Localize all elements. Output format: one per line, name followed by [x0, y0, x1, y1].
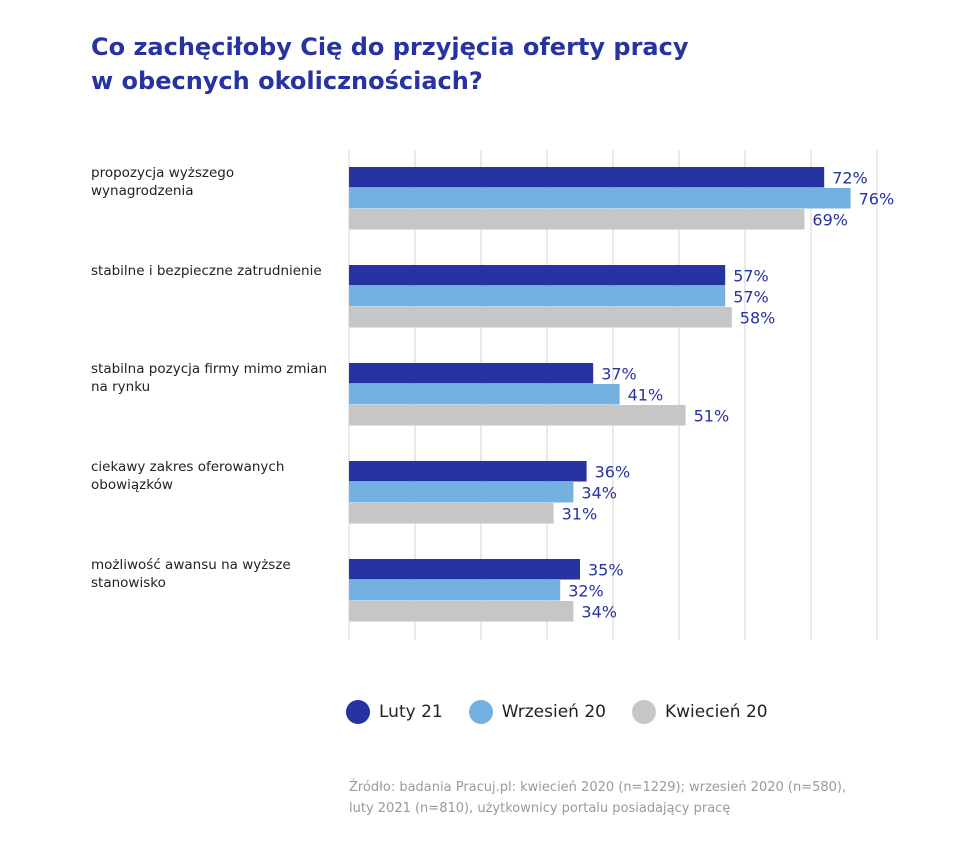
bar — [349, 286, 726, 307]
bar — [349, 265, 726, 286]
legend-swatch-wrzesien-20 — [468, 700, 493, 724]
bar — [349, 307, 732, 328]
data-label: 57% — [733, 266, 769, 285]
legend-item-wrzesien-20: Wrzesień 20 — [468, 700, 606, 724]
legend-label-luty-21: Luty 21 — [379, 702, 443, 722]
data-label: 34% — [581, 602, 617, 621]
legend-label-wrzesien-20: Wrzesień 20 — [501, 702, 606, 722]
bar — [349, 580, 561, 601]
legend-item-kwiecien-20: Kwiecień 20 — [632, 700, 768, 724]
bar — [349, 461, 587, 482]
bar — [349, 209, 805, 230]
data-label: 51% — [694, 406, 730, 425]
bar — [349, 601, 574, 622]
data-label: 72% — [832, 168, 868, 187]
category-label: stabilne i bezpieczne zatrudnienie — [91, 263, 322, 279]
chart-title-line-1: Co zachęciłoby Cię do przyjęcia oferty p… — [91, 33, 689, 61]
bar — [349, 503, 554, 524]
source-note: Źródło: badania Pracuj.pl: kwiecień 2020… — [349, 777, 909, 819]
chart-title-line-2: w obecnych okolicznościach? — [91, 67, 483, 95]
bar — [349, 384, 620, 405]
data-label: 69% — [812, 210, 848, 229]
data-label: 76% — [859, 189, 895, 208]
bar — [349, 167, 825, 188]
chart-title: Co zachęciłoby Cię do przyjęcia oferty p… — [91, 30, 791, 98]
data-label: 32% — [568, 581, 604, 600]
data-label: 57% — [733, 287, 769, 306]
data-label: 41% — [628, 385, 664, 404]
bar-chart: propozycja wyższego wynagrodzenia 72% 76% 69… — [91, 150, 895, 640]
category-label: propozycja wyższego wynagrodzenia — [91, 165, 234, 199]
data-label: 58% — [740, 308, 776, 327]
category-label: ciekawy zakres oferowanych obowiązków — [91, 459, 284, 493]
bar — [349, 363, 594, 384]
data-label: 34% — [581, 483, 617, 502]
bar — [349, 188, 851, 209]
category-label: stabilna pozycja firmy mimo zmian na rynk… — [91, 361, 327, 395]
source-line-1: Źródło: badania Pracuj.pl: kwiecień 2020… — [349, 780, 847, 795]
chart-legend: Luty 21 Wrzesień 20 Kwiecień 20 — [346, 699, 794, 725]
category-label: możliwość awansu na wyższe stanowisko — [91, 557, 291, 591]
legend-item-luty-21: Luty 21 — [346, 700, 443, 724]
bar — [349, 405, 686, 426]
bar — [349, 482, 574, 503]
data-label: 37% — [601, 364, 637, 383]
legend-swatch-kwiecien-20 — [632, 700, 656, 724]
data-label: 35% — [588, 560, 624, 579]
data-label: 31% — [562, 504, 598, 523]
legend-swatch-luty-21 — [346, 700, 370, 724]
legend-label-kwiecien-20: Kwiecień 20 — [665, 702, 768, 722]
bar — [349, 559, 580, 580]
source-line-2: luty 2021 (n=810), użytkownicy portalu p… — [349, 801, 731, 816]
data-label: 36% — [595, 462, 631, 481]
